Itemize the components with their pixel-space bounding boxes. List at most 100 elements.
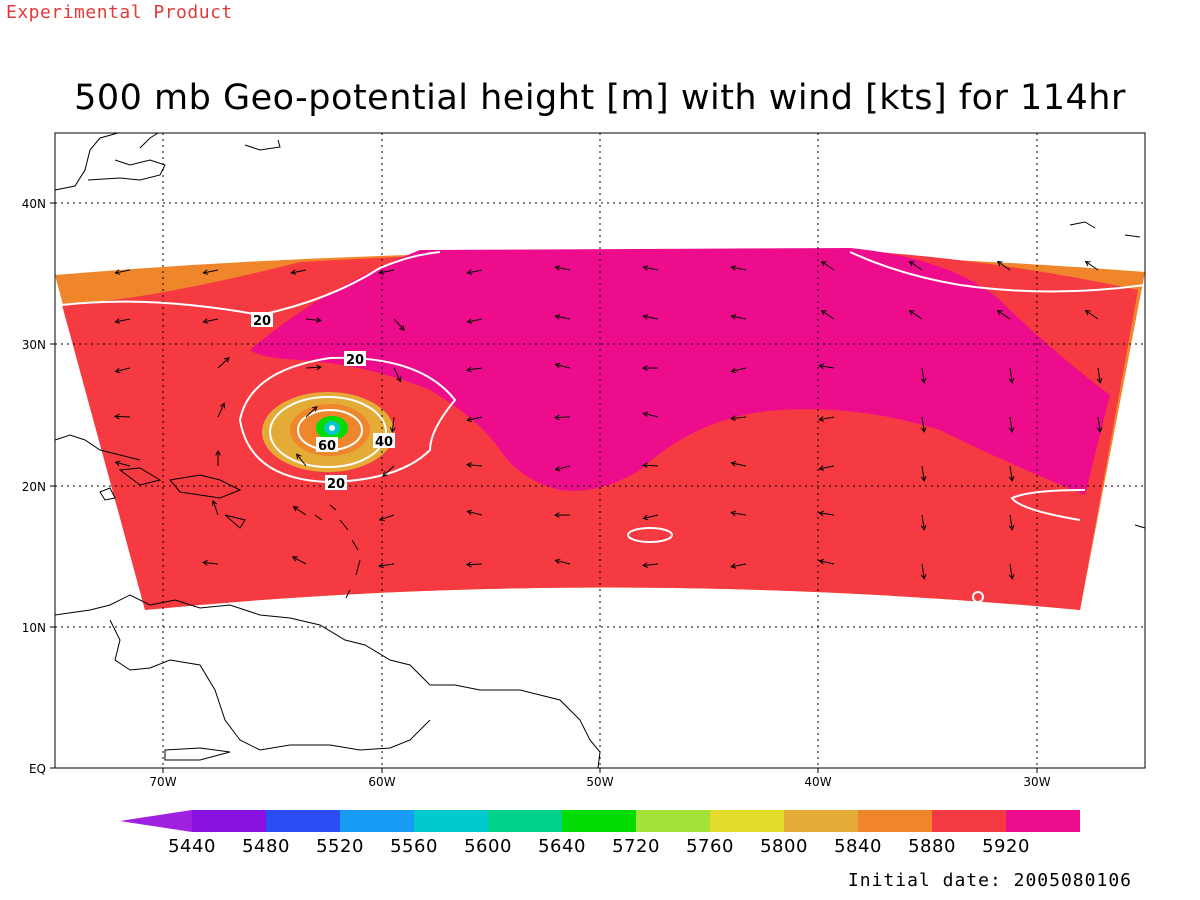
wind-arrow bbox=[730, 367, 747, 374]
lon-label-50w: 50W bbox=[586, 775, 613, 789]
wind-arrow bbox=[1096, 416, 1103, 433]
wind-arrow bbox=[291, 556, 307, 565]
wind-arrow bbox=[466, 509, 483, 516]
wind-arrow bbox=[1008, 416, 1015, 433]
colorbar-segment bbox=[562, 810, 636, 832]
wind-arrow bbox=[378, 269, 395, 275]
colorbar-label-5920: 5920 bbox=[982, 836, 1030, 857]
colorbar-segment bbox=[636, 810, 710, 832]
colorbar-label-5560: 5560 bbox=[390, 836, 438, 857]
colorbar-segment bbox=[858, 810, 932, 832]
wind-arrow bbox=[1084, 309, 1099, 320]
wind-arrow bbox=[215, 449, 221, 467]
high-height-region bbox=[250, 248, 1110, 495]
lat-label-30n: 30N bbox=[22, 338, 46, 352]
wind-arrow bbox=[292, 506, 307, 516]
storm-center bbox=[329, 425, 335, 431]
wind-arrow bbox=[554, 465, 571, 472]
wind-arrow bbox=[642, 411, 659, 418]
colorbar-segment bbox=[488, 810, 562, 832]
wind-arrow bbox=[202, 318, 219, 324]
colorbar-label-5640: 5640 bbox=[538, 836, 586, 857]
axis-ticks bbox=[50, 202, 1038, 773]
colorbar-segment bbox=[192, 810, 266, 832]
wind-arrow bbox=[554, 314, 571, 320]
wind-arrow bbox=[1008, 563, 1015, 580]
wind-arrow bbox=[730, 460, 747, 467]
colorbar-segment bbox=[340, 810, 414, 832]
wind-arrow bbox=[818, 558, 835, 565]
wind-arrow bbox=[920, 367, 927, 384]
wind-arrow bbox=[1008, 514, 1015, 531]
wind-arrow bbox=[642, 265, 659, 271]
wind-arrow bbox=[730, 314, 747, 320]
wind-arrow bbox=[290, 269, 307, 275]
lat-label-20n: 20N bbox=[22, 480, 46, 494]
wind-arrow bbox=[730, 265, 747, 271]
wind-arrow bbox=[202, 559, 219, 566]
wind-arrow bbox=[554, 265, 571, 271]
colorbar-label-5440: 5440 bbox=[168, 836, 216, 857]
colorbar-labels: 5440 5480 5520 5560 5600 5640 5720 5760 … bbox=[168, 836, 1030, 857]
colorbar-left-arrow bbox=[120, 810, 192, 832]
wind-arrow bbox=[217, 357, 230, 369]
experimental-product-label: Experimental Product bbox=[6, 2, 233, 23]
wind-arrow bbox=[305, 364, 323, 371]
wind-arrow bbox=[1008, 367, 1015, 384]
wind-arrow bbox=[730, 510, 747, 517]
wind-arrow bbox=[114, 367, 131, 374]
colorbar-segment bbox=[710, 810, 784, 832]
wind-arrow bbox=[641, 462, 659, 469]
wind-arrow bbox=[920, 514, 927, 531]
wind-arrow bbox=[466, 462, 483, 468]
lon-label-30w: 30W bbox=[1023, 775, 1050, 789]
wind-arrow bbox=[818, 416, 835, 422]
wind-arrow bbox=[820, 260, 835, 271]
wind-arrow bbox=[296, 453, 307, 467]
wind-arrow bbox=[730, 415, 747, 422]
colorbar-label-5880: 5880 bbox=[908, 836, 956, 857]
colorbar-label-5720: 5720 bbox=[612, 836, 660, 857]
wind-arrow bbox=[996, 309, 1011, 320]
wind-arrow bbox=[730, 563, 747, 569]
lat-label-40n: 40N bbox=[22, 197, 46, 211]
colorbar-segment bbox=[784, 810, 858, 832]
wind-arrow bbox=[393, 367, 402, 383]
wind-arrow bbox=[211, 499, 219, 516]
wind-arrow bbox=[920, 563, 927, 580]
wind-arrow bbox=[389, 416, 396, 433]
colorbar-segment bbox=[266, 810, 340, 832]
wind-arrow bbox=[114, 460, 131, 467]
wind-arrow bbox=[996, 260, 1011, 271]
contour-label-20a: 20 bbox=[253, 314, 271, 329]
wind-arrow bbox=[553, 512, 571, 518]
lon-label-70w: 70W bbox=[149, 775, 176, 789]
wind-arrow bbox=[378, 562, 395, 569]
colorbar-label-5520: 5520 bbox=[316, 836, 364, 857]
wind-arrow bbox=[642, 562, 659, 568]
wind-arrow bbox=[641, 365, 659, 371]
wind-arrow bbox=[466, 366, 483, 373]
wind-arrow bbox=[466, 269, 483, 275]
lat-label-10n: 10N bbox=[22, 621, 46, 635]
wind-arrow bbox=[554, 558, 571, 565]
gridlines bbox=[55, 133, 1145, 768]
wind-arrow bbox=[465, 561, 483, 568]
colorbar bbox=[120, 810, 1080, 832]
colorbar-label-5760: 5760 bbox=[686, 836, 734, 857]
wind-arrow bbox=[920, 416, 927, 433]
lon-label-60w: 60W bbox=[368, 775, 395, 789]
lat-label-eq: EQ bbox=[29, 762, 46, 776]
colorbar-segment bbox=[932, 810, 1006, 832]
wind-arrow bbox=[820, 309, 835, 320]
wind-arrow bbox=[217, 402, 226, 418]
wind-arrow bbox=[466, 318, 483, 324]
wind-arrow bbox=[1084, 260, 1099, 271]
wind-arrow bbox=[1096, 367, 1103, 384]
contour-label-60: 60 bbox=[318, 439, 336, 454]
wind-arrow bbox=[382, 465, 395, 477]
wind-arrow bbox=[305, 405, 318, 418]
wind-contours bbox=[61, 251, 1145, 603]
contour-label-40: 40 bbox=[375, 435, 393, 450]
